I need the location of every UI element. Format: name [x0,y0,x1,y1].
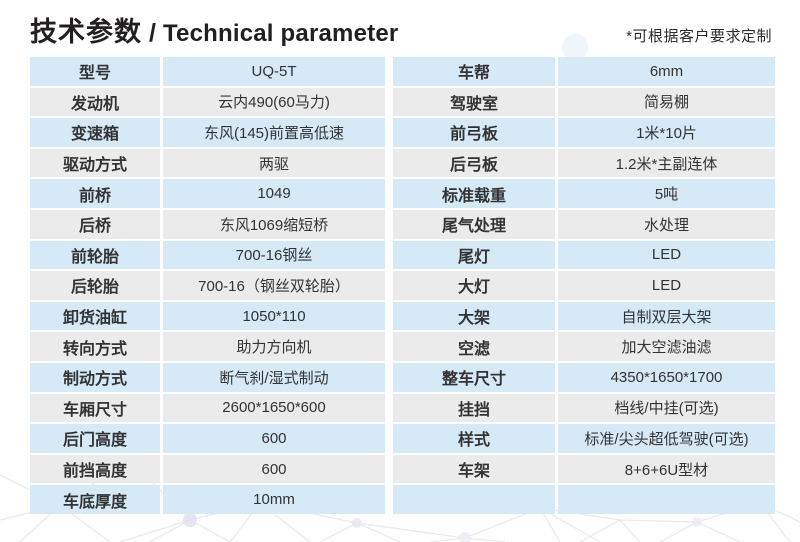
spec-value [558,485,775,514]
spec-row: 尾灯 LED [393,240,775,270]
spec-row: 型号 UQ-5T [30,57,385,86]
spec-row: 空滤 加大空滤油滤 [393,332,775,361]
spec-row: 样式 标准/尖头超低驾驶(可选) [393,424,775,453]
spec-value: 2600*1650*600 [163,393,385,423]
spec-value: 10mm [163,485,385,514]
spec-value: 600 [163,454,385,484]
spec-label: 变速箱 [30,118,160,147]
spec-label: 车架 [393,454,555,484]
spec-label: 大灯 [393,271,555,300]
spec-value: 6mm [558,57,775,86]
spec-value: 助力方向机 [163,332,385,361]
spec-label [393,485,555,514]
spec-row: 车架 8+6+6U型材 [393,454,775,484]
spec-row: 标准载重 5吨 [393,179,775,208]
spec-row: 制动方式 断气刹/湿式制动 [30,362,385,392]
spec-row: 驾驶室 简易棚 [393,87,775,117]
spec-value: 加大空滤油滤 [558,332,775,361]
spec-value: 600 [163,424,385,453]
spec-row: 后桥 东风1069缩短桥 [30,209,385,239]
spec-label: 空滤 [393,332,555,361]
spec-row: 车帮 6mm [393,57,775,86]
spec-label: 后桥 [30,209,160,239]
spec-value: 8+6+6U型材 [558,454,775,484]
spec-value: 5吨 [558,179,775,208]
spec-row: 后弓板 1.2米*主副连体 [393,148,775,178]
spec-row: 发动机 云内490(60马力) [30,87,385,117]
spec-row: 后门高度 600 [30,424,385,453]
spec-label: 样式 [393,424,555,453]
spec-label: 前轮胎 [30,240,160,270]
spec-label: 型号 [30,57,160,86]
spec-label: 制动方式 [30,362,160,392]
spec-row: 前弓板 1米*10片 [393,118,775,147]
spec-row: 挂挡 档线/中挂(可选) [393,393,775,423]
spec-value: 1米*10片 [558,118,775,147]
page-title-english: Technical parameter [162,20,399,47]
right-spec-table: 车帮 6mm 驾驶室 简易棚 前弓板 1米*10片 后弓板 1.2米*主副连体 标准载重 5吨 尾气… [393,57,775,514]
spec-label: 尾气处理 [393,209,555,239]
spec-row [393,485,775,514]
spec-value: 700-16（钢丝双轮胎） [163,271,385,300]
spec-label: 卸货油缸 [30,301,160,331]
spec-row: 前桥 1049 [30,179,385,208]
spec-value: LED [558,240,775,270]
spec-row: 尾气处理 水处理 [393,209,775,239]
spec-label: 发动机 [30,87,160,117]
spec-value: 两驱 [163,148,385,178]
spec-label: 后轮胎 [30,271,160,300]
spec-row: 整车尺寸 4350*1650*1700 [393,362,775,392]
left-spec-table: 型号 UQ-5T 发动机 云内490(60马力) 变速箱 东风(145)前置高低速 驱动方式… [30,57,385,514]
spec-label: 前弓板 [393,118,555,147]
spec-label: 前桥 [30,179,160,208]
spec-value: 1049 [163,179,385,208]
spec-value: 1.2米*主副连体 [558,148,775,178]
spec-value: 700-16钢丝 [163,240,385,270]
spec-label: 标准载重 [393,179,555,208]
spec-row: 大架 自制双层大架 [393,301,775,331]
spec-label: 车底厚度 [30,485,160,514]
spec-label: 车厢尺寸 [30,393,160,423]
spec-value: 断气刹/湿式制动 [163,362,385,392]
spec-row: 大灯 LED [393,271,775,300]
spec-value: 东风(145)前置高低速 [163,118,385,147]
spec-row: 车厢尺寸 2600*1650*600 [30,393,385,423]
spec-label: 整车尺寸 [393,362,555,392]
spec-value: 1050*110 [163,301,385,331]
customization-note: *可根据客户要求定制 [626,28,772,45]
spec-label: 车帮 [393,57,555,86]
spec-label: 驱动方式 [30,148,160,178]
spec-label: 前挡高度 [30,454,160,484]
spec-row: 车底厚度 10mm [30,485,385,514]
spec-row: 卸货油缸 1050*110 [30,301,385,331]
spec-row: 变速箱 东风(145)前置高低速 [30,118,385,147]
header: 技术参数 / Technical parameter *可根据客户要求定制 [30,10,772,49]
spec-label: 挂挡 [393,393,555,423]
spec-value: 云内490(60马力) [163,87,385,117]
page-title-chinese: 技术参数 [30,17,142,47]
spec-label: 驾驶室 [393,87,555,117]
spec-label: 后门高度 [30,424,160,453]
spec-value: 简易棚 [558,87,775,117]
spec-value: 自制双层大架 [558,301,775,331]
spec-value: 档线/中挂(可选) [558,393,775,423]
spec-label: 大架 [393,301,555,331]
spec-tables-container: 型号 UQ-5T 发动机 云内490(60马力) 变速箱 东风(145)前置高低速 驱动方式… [30,57,775,514]
spec-value: UQ-5T [163,57,385,86]
spec-value: 东风1069缩短桥 [163,209,385,239]
spec-value: 4350*1650*1700 [558,362,775,392]
spec-row: 驱动方式 两驱 [30,148,385,178]
page-title: 技术参数 / Technical parameter [30,10,398,49]
title-separator: / [149,19,156,47]
spec-row: 后轮胎 700-16（钢丝双轮胎） [30,271,385,300]
spec-row: 前轮胎 700-16钢丝 [30,240,385,270]
spec-label: 后弓板 [393,148,555,178]
spec-row: 前挡高度 600 [30,454,385,484]
spec-value: LED [558,271,775,300]
spec-label: 转向方式 [30,332,160,361]
spec-label: 尾灯 [393,240,555,270]
spec-value: 水处理 [558,209,775,239]
spec-row: 转向方式 助力方向机 [30,332,385,361]
spec-value: 标准/尖头超低驾驶(可选) [558,424,775,453]
